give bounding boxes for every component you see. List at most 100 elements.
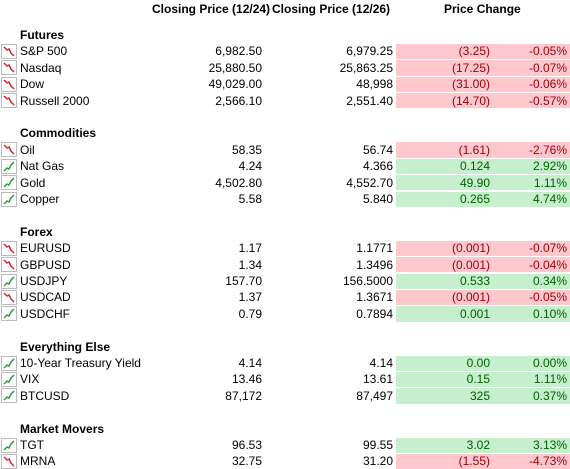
price-change: (14.70) — [451, 93, 490, 108]
price-change: 0.00 — [466, 356, 490, 370]
percent-change: -0.07% — [528, 60, 567, 75]
close-12-24: 96.53 — [231, 438, 262, 452]
change-highlight — [396, 437, 570, 453]
instrument-name: S&P 500 — [20, 44, 68, 59]
column-header: Closing Price (12/26) — [272, 2, 391, 16]
percent-change: -0.57% — [528, 93, 567, 108]
change-highlight — [396, 93, 570, 109]
close-12-24: 49,029.00 — [208, 77, 262, 92]
close-12-26: 87,497 — [356, 388, 393, 403]
change-highlight — [396, 142, 570, 158]
instrument-name: Dow — [20, 77, 45, 92]
price-change: 0.001 — [459, 306, 490, 321]
change-highlight — [396, 191, 570, 207]
close-12-26: 99.55 — [362, 438, 393, 452]
close-12-26: 156.5000 — [342, 274, 393, 288]
close-12-26: 1.1771 — [356, 241, 393, 256]
instrument-name: BTCUSD — [20, 388, 70, 403]
percent-change: 0.10% — [532, 306, 567, 321]
price-change: (17.25) — [451, 60, 490, 75]
trend-icon — [1, 175, 17, 191]
close-12-24: 1.37 — [238, 290, 262, 305]
instrument-name: 10-Year Treasury Yield — [20, 356, 141, 370]
close-12-24: 4.14 — [238, 356, 262, 370]
close-12-24: 58.35 — [231, 142, 262, 157]
trend-icon — [1, 158, 17, 174]
instrument-name: TGT — [20, 438, 44, 452]
close-12-26: 48,998 — [356, 77, 393, 92]
price-change: 3.02 — [466, 438, 490, 452]
percent-change: -0.05% — [528, 44, 567, 59]
percent-change: -2.76% — [528, 142, 567, 157]
instrument-name: Nasdaq — [20, 60, 62, 75]
change-highlight — [396, 273, 570, 289]
trend-icon — [1, 306, 17, 322]
close-12-26: 5.840 — [362, 192, 393, 206]
price-change: (1.61) — [458, 142, 490, 157]
close-12-26: 1.3671 — [356, 290, 393, 305]
instrument-name: Gold — [20, 175, 46, 190]
price-change: 0.265 — [459, 192, 490, 206]
close-12-26: 0.7894 — [356, 306, 393, 321]
section-title: Everything Else — [20, 339, 111, 354]
close-12-24: 32.75 — [231, 454, 262, 469]
change-highlight — [396, 43, 570, 60]
change-highlight — [396, 257, 570, 273]
trend-icon — [1, 76, 17, 92]
trend-icon — [1, 453, 17, 469]
instrument-name: Russell 2000 — [20, 93, 90, 108]
change-highlight — [396, 306, 570, 322]
price-change: (0.001) — [451, 290, 490, 305]
percent-change: 0.37% — [532, 388, 567, 403]
close-12-26: 25,863.25 — [339, 60, 393, 75]
trend-icon — [1, 355, 17, 371]
percent-change: 1.11% — [533, 175, 567, 190]
close-12-24: 4,502.80 — [215, 175, 262, 190]
instrument-name: Oil — [20, 142, 35, 157]
change-highlight — [396, 388, 570, 404]
trend-icon — [1, 191, 17, 207]
change-highlight — [396, 158, 570, 175]
price-change: (0.001) — [451, 241, 490, 256]
close-12-24: 4.24 — [238, 159, 262, 174]
instrument-name: Copper — [20, 192, 60, 206]
instrument-name: VIX — [20, 372, 40, 387]
close-12-24: 1.34 — [238, 257, 262, 272]
trend-icon — [1, 437, 17, 453]
change-highlight — [396, 355, 570, 371]
close-12-26: 2,551.40 — [346, 93, 393, 108]
close-12-24: 13.46 — [231, 372, 262, 387]
trend-icon — [1, 257, 17, 273]
price-change: 0.15 — [466, 372, 490, 387]
percent-change: -0.06% — [528, 77, 567, 92]
instrument-name: MRNA — [20, 454, 56, 469]
close-12-26: 1.3496 — [356, 257, 393, 272]
percent-change: -4.73% — [528, 454, 567, 469]
price-change: (31.00) — [451, 77, 490, 92]
trend-icon — [1, 93, 17, 109]
trend-icon — [1, 289, 17, 305]
section-title: Commodities — [20, 126, 97, 141]
trend-icon — [1, 43, 17, 59]
percent-change: 0.00% — [532, 356, 567, 370]
price-change: 325 — [469, 388, 490, 403]
close-12-24: 87,172 — [225, 388, 262, 403]
change-highlight — [396, 371, 570, 388]
close-12-24: 6,982.50 — [215, 44, 262, 59]
close-12-26: 4,552.70 — [346, 175, 393, 190]
instrument-name: GBPUSD — [20, 257, 71, 272]
column-header: Price Change — [444, 2, 521, 16]
column-header: Closing Price (12/24) — [152, 2, 271, 16]
close-12-24: 5.58 — [238, 192, 262, 206]
price-change: (0.001) — [451, 257, 490, 272]
change-highlight — [396, 60, 570, 76]
percent-change: 3.13% — [532, 438, 567, 452]
trend-icon — [1, 240, 17, 256]
price-change: (1.55) — [458, 454, 490, 469]
change-highlight — [396, 76, 570, 93]
trend-icon — [1, 142, 17, 158]
close-12-24: 157.70 — [225, 274, 262, 288]
section-title: Forex — [20, 224, 53, 239]
price-change: 49.90 — [459, 175, 490, 190]
